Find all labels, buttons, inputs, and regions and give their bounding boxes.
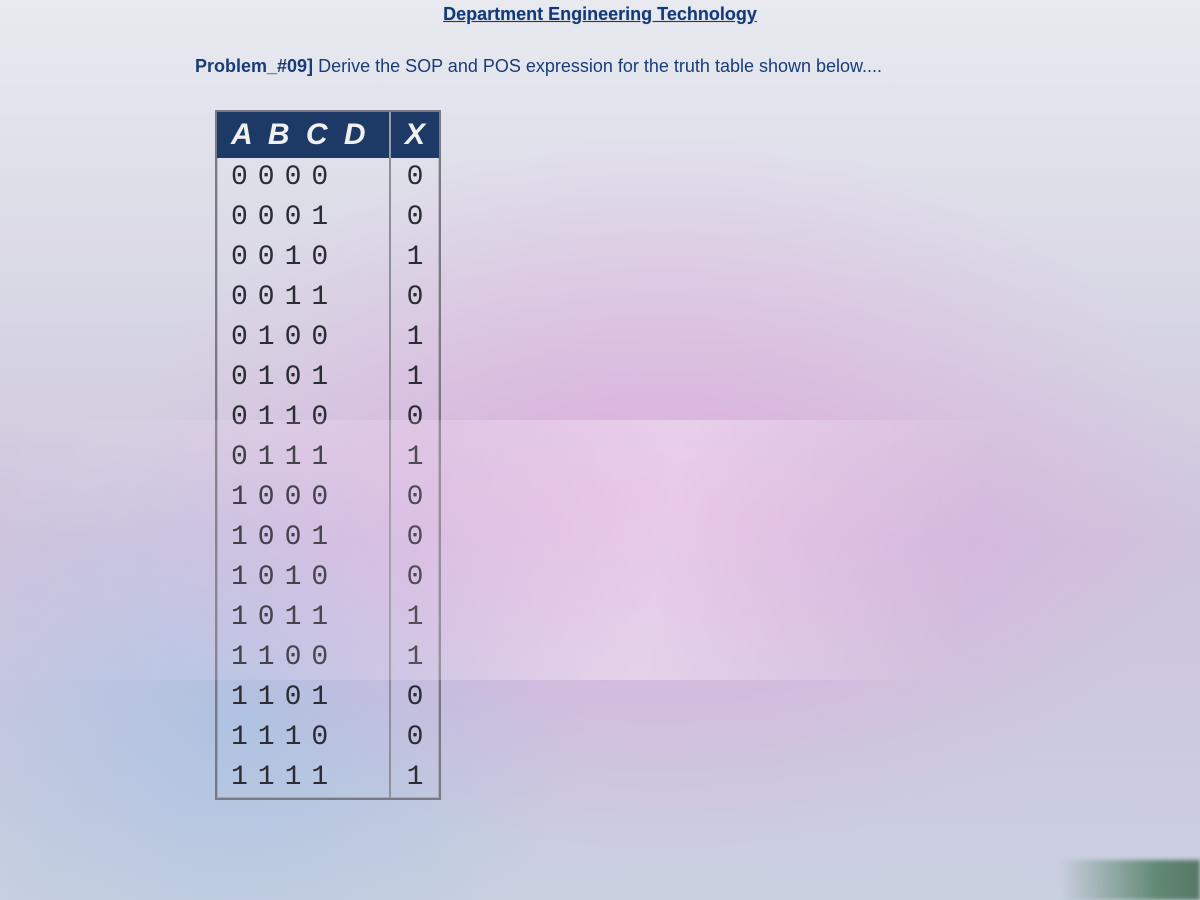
table-row: 01011 [217,358,439,398]
table-row: 11100 [217,718,439,758]
table-row: 00101 [217,238,439,278]
cell-x: 0 [391,718,439,758]
cell-x: 1 [391,438,439,478]
table-row: 00000 [217,158,439,198]
cell-abcd: 0011 [217,278,391,318]
table-row: 01111 [217,438,439,478]
cell-x: 0 [391,158,439,198]
cell-x: 0 [391,518,439,558]
cell-abcd: 0000 [217,158,391,198]
table-row: 00110 [217,278,439,318]
cell-x: 0 [391,478,439,518]
cell-x: 1 [391,318,439,358]
header-x: X [391,112,439,158]
cell-x: 1 [391,238,439,278]
cell-abcd: 1000 [217,478,391,518]
cell-x: 0 [391,398,439,438]
header-abcd: A B C D [217,112,391,158]
cell-abcd: 1011 [217,598,391,638]
truth-table-body: 0000000010001010011001001010110110001111… [217,158,439,798]
cell-x: 1 [391,638,439,678]
cell-x: 0 [391,278,439,318]
table-row: 10000 [217,478,439,518]
table-row: 01100 [217,398,439,438]
cell-abcd: 0101 [217,358,391,398]
table-row: 10111 [217,598,439,638]
problem-statement: Problem_#09] Derive the SOP and POS expr… [195,56,1160,77]
cell-x: 1 [391,358,439,398]
table-row: 01001 [217,318,439,358]
cell-abcd: 1001 [217,518,391,558]
problem-text: Derive the SOP and POS expression for th… [318,56,882,76]
department-subtitle: Department Engineering Technology [0,4,1200,25]
truth-table-header: A B C D X [217,112,439,158]
table-row: 10100 [217,558,439,598]
cell-abcd: 0110 [217,398,391,438]
photo-edge-artifact [1060,860,1200,900]
table-row: 11111 [217,758,439,798]
cell-abcd: 0010 [217,238,391,278]
cell-x: 0 [391,558,439,598]
cell-x: 1 [391,758,439,798]
table-row: 11010 [217,678,439,718]
cell-abcd: 1010 [217,558,391,598]
cell-abcd: 1101 [217,678,391,718]
worksheet-page: Department Engineering Technology Proble… [0,0,1200,900]
cell-x: 0 [391,678,439,718]
cell-abcd: 1110 [217,718,391,758]
cell-abcd: 1111 [217,758,391,798]
cell-abcd: 0100 [217,318,391,358]
table-row: 11001 [217,638,439,678]
cell-abcd: 1100 [217,638,391,678]
screen-glare [0,420,1200,680]
cell-abcd: 0111 [217,438,391,478]
cell-abcd: 0001 [217,198,391,238]
table-row: 00010 [217,198,439,238]
cell-x: 1 [391,598,439,638]
truth-table: A B C D X 000000001000101001100100101011… [215,110,441,800]
table-row: 10010 [217,518,439,558]
problem-label: Problem_#09] [195,56,313,76]
cell-x: 0 [391,198,439,238]
